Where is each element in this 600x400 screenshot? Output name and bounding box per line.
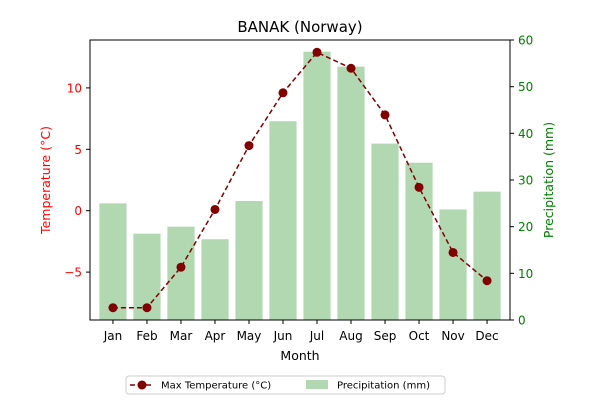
right-y-tick-label: 40 [518, 127, 533, 141]
precip-bar-aug [337, 66, 365, 320]
right-y-tick-label: 60 [518, 34, 533, 48]
temp-point-may [244, 141, 254, 151]
right-y-axis: 0 10 20 30 40 50 60 [510, 34, 533, 328]
x-tick-label: Apr [205, 329, 226, 343]
temp-point-mar [176, 262, 186, 272]
precip-bar-sep [371, 143, 399, 320]
temperature-line [112, 51, 488, 309]
legend-label-precipitation: Precipitation (mm) [337, 381, 430, 392]
precip-bar-jan [99, 203, 127, 320]
temp-point-dec [482, 276, 492, 286]
precip-bar-jun [269, 121, 297, 320]
precipitation-bars [99, 51, 501, 321]
legend-label-temperature: Max Temperature (°C) [161, 381, 271, 392]
x-tick-label: Aug [339, 329, 362, 343]
x-tick-label: Jul [309, 329, 324, 343]
precip-bar-may [235, 201, 263, 320]
x-tick-label: Oct [409, 329, 430, 343]
chart-title: BANAK (Norway) [237, 18, 362, 36]
x-axis: Jan Feb Mar Apr May Jun Jul Aug Sep Oct Nov Dec [103, 320, 499, 343]
precip-bar-nov [439, 209, 467, 320]
left-y-tick-label: 0 [74, 204, 82, 218]
left-y-axis-label: Temperature (°C) [38, 126, 53, 235]
left-y-tick-label: 5 [74, 143, 82, 157]
x-tick-label: May [237, 329, 262, 343]
temp-point-aug [346, 63, 356, 73]
right-y-tick-label: 10 [518, 267, 533, 281]
legend-frame [125, 375, 446, 395]
x-tick-label: Nov [441, 329, 464, 343]
temp-point-feb [142, 303, 152, 313]
x-tick-label: Dec [475, 329, 498, 343]
temp-point-jun [278, 88, 288, 98]
left-y-tick-label: −5 [64, 266, 82, 280]
temp-point-nov [448, 247, 458, 257]
chart-legend: Max Temperature (°C) Precipitation (mm) [125, 375, 446, 395]
legend-bar-swatch [306, 380, 328, 389]
x-tick-label: Feb [136, 329, 157, 343]
temp-point-sep [380, 110, 390, 120]
left-y-tick-label: 10 [67, 81, 82, 95]
temp-point-jan [108, 303, 118, 313]
x-axis-label: Month [280, 348, 319, 363]
precip-bar-dec [473, 191, 501, 320]
temp-point-oct [414, 182, 424, 192]
x-tick-label: Jan [103, 329, 123, 343]
x-tick-label: Jun [273, 329, 293, 343]
precip-bar-mar [167, 226, 195, 320]
left-y-axis: −5 0 5 10 [64, 81, 90, 280]
temperature-line-layer [108, 47, 492, 313]
temp-point-jul [312, 47, 322, 57]
temp-point-apr [210, 204, 220, 214]
right-y-tick-label: 20 [518, 220, 533, 234]
legend-marker-swatch [137, 380, 147, 390]
right-y-axis-label: Precipitation (mm) [541, 122, 556, 238]
right-y-tick-label: 0 [518, 314, 526, 328]
x-tick-label: Sep [374, 329, 397, 343]
right-y-tick-label: 30 [518, 174, 533, 188]
precip-bar-jul [303, 51, 331, 321]
precip-bar-apr [201, 239, 229, 320]
x-tick-label: Mar [170, 329, 193, 343]
right-y-tick-label: 50 [518, 80, 533, 94]
